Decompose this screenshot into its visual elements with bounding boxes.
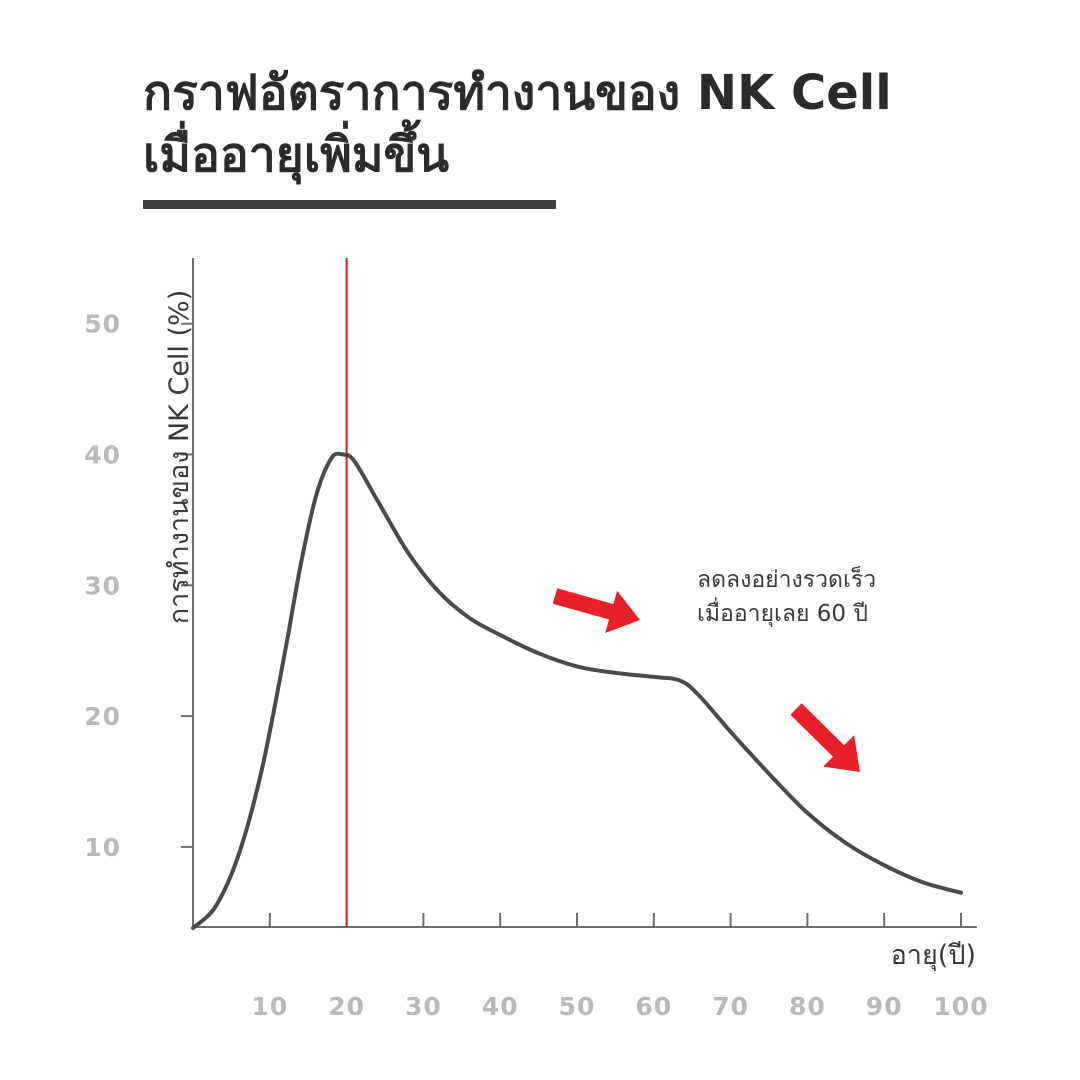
title-line-2: เมื่ออายุเพิ่มขึ้น <box>143 127 450 183</box>
arrow-decline-1-icon <box>552 588 640 633</box>
annotation-line-2: เมื่ออายุเลย 60 ปี <box>697 597 868 627</box>
y-tick-label-40: 40 <box>84 441 121 470</box>
y-tick-label-10: 10 <box>84 833 121 862</box>
y-axis-title: การทำงานของ NK Cell (%) <box>164 290 195 624</box>
title-underline <box>143 200 556 209</box>
title-line-1: กราฟอัตราการทำงานของ NK Cell <box>143 65 892 121</box>
x-tick-label-90: 90 <box>866 992 903 1021</box>
y-tick-label-20: 20 <box>84 702 121 731</box>
x-axis-title: อายุ(ปี) <box>891 940 976 972</box>
x-tick-label-10: 10 <box>251 992 288 1021</box>
axes-group <box>192 258 977 928</box>
arrow-decline-2-icon <box>790 703 860 772</box>
y-tick-label-50: 50 <box>84 310 121 339</box>
x-tick-label-70: 70 <box>712 992 749 1021</box>
nk-cell-curve-0 <box>191 451 963 930</box>
ticks-group: 10 20 30 40 50 10 20 30 40 50 60 70 80 90 100 <box>84 310 988 1021</box>
x-tick-label-80: 80 <box>789 992 826 1021</box>
x-tick-label-20: 20 <box>328 992 365 1021</box>
x-tick-label-30: 30 <box>405 992 442 1021</box>
series-group <box>191 451 963 930</box>
x-tick-label-40: 40 <box>482 992 519 1021</box>
x-tick-label-50: 50 <box>559 992 596 1021</box>
arrows-group <box>552 588 860 772</box>
y-tick-label-30: 30 <box>84 571 121 600</box>
x-tick-label-60: 60 <box>635 992 672 1021</box>
x-tick-label-100: 100 <box>933 992 988 1021</box>
annotation-line-1: ลดลงอย่างรวดเร็ว <box>697 564 876 593</box>
page-title: กราฟอัตราการทำงานของ NK Cell เมื่ออายุเพ… <box>143 62 1023 186</box>
